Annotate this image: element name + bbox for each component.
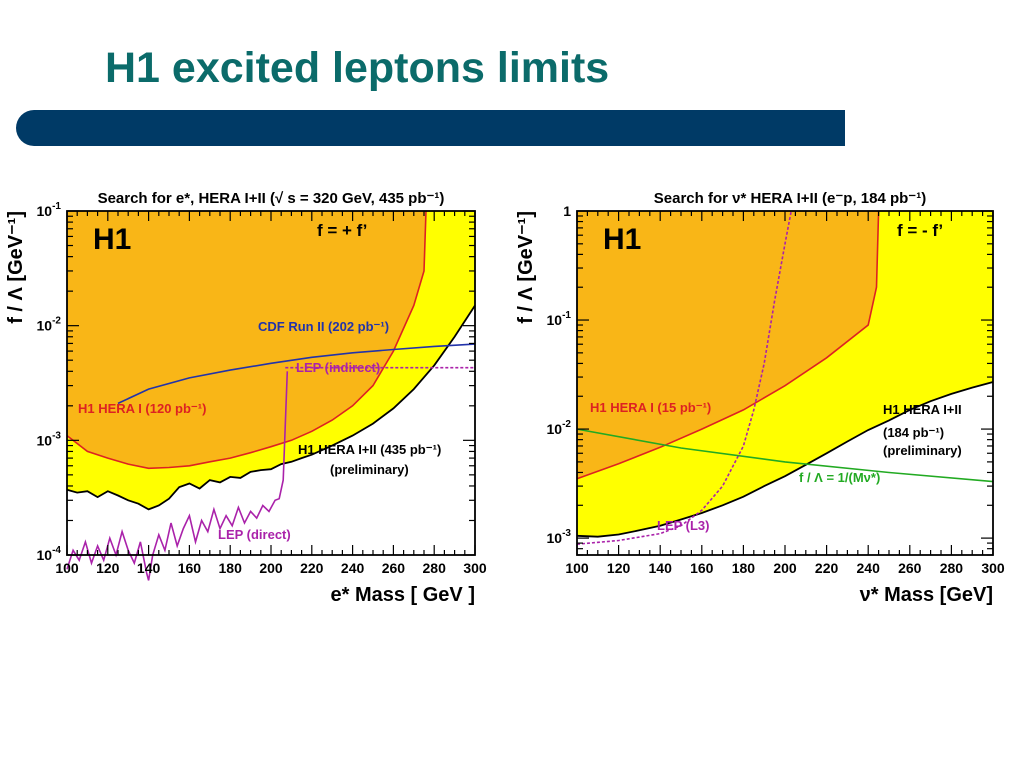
series-line-cdf-run-ii-202-pb-1- xyxy=(117,343,476,405)
x-tick-label: 180 xyxy=(732,560,756,576)
series-label: H1 HERA I+II (435 pb⁻¹) xyxy=(298,442,441,457)
series-line-hera-i xyxy=(576,210,880,480)
y-tick-label: 10-2 xyxy=(547,419,572,437)
experiment-label: H1 xyxy=(603,223,641,256)
x-tick-label: 200 xyxy=(773,560,797,576)
chart-estar: 100 120 140 160 180 200 220 240 260 280 300 10-4 10-… xyxy=(5,190,487,606)
x-tick-label: 240 xyxy=(857,560,881,576)
series-label: H1 HERA I (15 pb⁻¹) xyxy=(590,400,711,415)
x-axis-title: e* Mass [ GeV ] xyxy=(330,584,475,606)
y-tick-label: 10-1 xyxy=(37,201,62,219)
y-tick-label: 10-3 xyxy=(37,430,62,448)
series-line-hera-i-ii xyxy=(576,381,994,538)
plot-estar: 100 120 140 160 180 200 220 240 260 280 300 10-4 10-… xyxy=(0,180,500,610)
series-label: H1 HERA I (120 pb⁻¹) xyxy=(78,401,206,416)
x-tick-label: 100 xyxy=(55,560,79,576)
excluded-region-hera-i xyxy=(67,211,427,469)
series-label: LEP (direct) xyxy=(218,527,291,542)
x-tick-label: 220 xyxy=(300,560,324,576)
coupling-label: f = + f’ xyxy=(317,221,367,240)
plot-nustar: 100 120 140 160 180 200 220 240 260 280 300 10-3 10-… xyxy=(505,180,1015,610)
series-line-lep-l3- xyxy=(576,210,792,545)
x-tick-label: 180 xyxy=(219,560,243,576)
y-tick-label: 10-4 xyxy=(37,545,62,563)
y-tick-label: 1 xyxy=(563,203,571,219)
series-label: H1 HERA I+II xyxy=(883,402,962,417)
x-tick-label: 200 xyxy=(259,560,283,576)
series-label: (184 pb⁻¹) xyxy=(883,425,944,440)
x-tick-label: 260 xyxy=(382,560,406,576)
x-tick-label: 120 xyxy=(607,560,631,576)
series-label: LEP (indirect) xyxy=(296,360,380,375)
y-tick-label: 10-3 xyxy=(547,528,572,546)
chart-nustar: 100 120 140 160 180 200 220 240 260 280 300 10-3 10-… xyxy=(515,190,1005,606)
chart-title: Search for ν* HERA I+II (e⁻p, 184 pb⁻¹) xyxy=(654,190,926,207)
title-bar xyxy=(16,110,845,146)
series-line-hera-i-ii xyxy=(66,305,476,511)
y-tick-label: 10-1 xyxy=(547,310,572,328)
x-tick-label: 260 xyxy=(898,560,922,576)
x-tick-label: 140 xyxy=(649,560,673,576)
series-label: f / Λ = 1/(Mν*) xyxy=(799,470,880,485)
x-tick-label: 280 xyxy=(423,560,447,576)
series-label: LEP (L3) xyxy=(657,518,710,533)
series-line-hera-i xyxy=(66,210,427,470)
excluded-region-hera-i xyxy=(577,211,879,479)
x-tick-label: 120 xyxy=(96,560,120,576)
x-axis-title: ν* Mass [GeV] xyxy=(860,584,993,606)
chart-title: Search for e*, HERA I+II (√ s = 320 GeV,… xyxy=(98,190,445,207)
x-tick-label: 280 xyxy=(940,560,964,576)
series-label: (preliminary) xyxy=(330,462,409,477)
y-tick-label: 10-2 xyxy=(37,316,62,334)
x-tick-label: 300 xyxy=(981,560,1005,576)
x-tick-label: 100 xyxy=(565,560,589,576)
coupling-label: f = - f’ xyxy=(897,221,943,240)
x-tick-label: 240 xyxy=(341,560,365,576)
y-axis-title: f / Λ [GeV⁻¹] xyxy=(5,211,27,324)
slide-title: H1 excited leptons limits xyxy=(105,44,610,92)
x-tick-label: 300 xyxy=(463,560,487,576)
x-tick-label: 140 xyxy=(137,560,161,576)
x-tick-label: 160 xyxy=(690,560,714,576)
series-label: CDF Run II (202 pb⁻¹) xyxy=(258,319,389,334)
experiment-label: H1 xyxy=(93,223,131,256)
series-label: (preliminary) xyxy=(883,443,962,458)
x-tick-label: 160 xyxy=(178,560,202,576)
y-axis-title: f / Λ [GeV⁻¹] xyxy=(515,211,537,324)
x-tick-label: 220 xyxy=(815,560,839,576)
series-line-lep-direct- xyxy=(66,371,289,581)
series-line-f-1-m- xyxy=(576,428,994,483)
